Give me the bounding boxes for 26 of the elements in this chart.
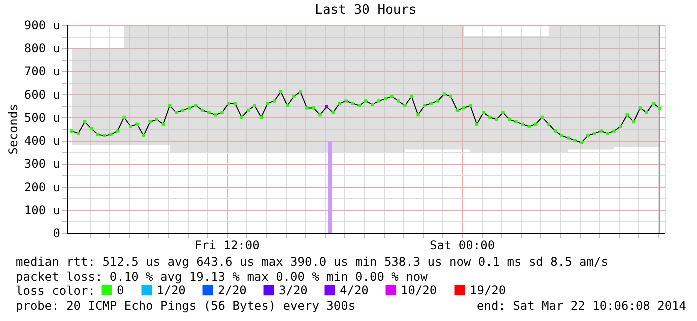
- text: probe: 20 ICMP Echo Pings (56 Bytes) every 300s: [16, 299, 356, 313]
- legend-label: 0: [117, 283, 124, 298]
- y-tick-label: 900 u: [24, 18, 60, 32]
- legend-label: 1/20: [157, 283, 186, 298]
- legend-label: 10/20: [401, 283, 438, 298]
- legend-label: 19/20: [470, 283, 506, 298]
- y-tick-label: 200 u: [24, 180, 60, 194]
- y-tick-label: 600 u: [24, 88, 60, 102]
- legend-label: 3/20: [279, 283, 308, 298]
- y-tick-label: 800 u: [24, 42, 60, 56]
- y-tick-label: 400 u: [24, 134, 60, 148]
- chart-title: Last 30 Hours: [315, 3, 417, 18]
- y-tick-label: 700 u: [24, 64, 60, 79]
- legend-title: loss color:: [16, 284, 96, 298]
- x-tick-label: Sat 00:00: [430, 238, 496, 252]
- y-tick-label: 300 u: [24, 157, 60, 172]
- y-tick-label: 500 u: [24, 110, 60, 125]
- x-tick-label: Fri 12:00: [194, 238, 260, 252]
- y-tick-label: 0: [53, 226, 60, 240]
- text: end: Sat Mar 22 10:06:08 2014: [477, 299, 687, 313]
- legend-label: 4/20: [340, 283, 369, 298]
- legend-label: 2/20: [218, 283, 247, 298]
- y-tick-label: 100 u: [24, 203, 60, 218]
- y-axis-title: Seconds: [6, 104, 20, 155]
- text: median rtt: 512.5 us avg 643.6 us max 390.0 us min 538.3 us now 0.1 ms sd 8.5 am/s: [16, 255, 608, 269]
- text: packet loss: 0.10 % avg 19.13 % max 0.00 % min 0.00 % now: [16, 270, 429, 284]
